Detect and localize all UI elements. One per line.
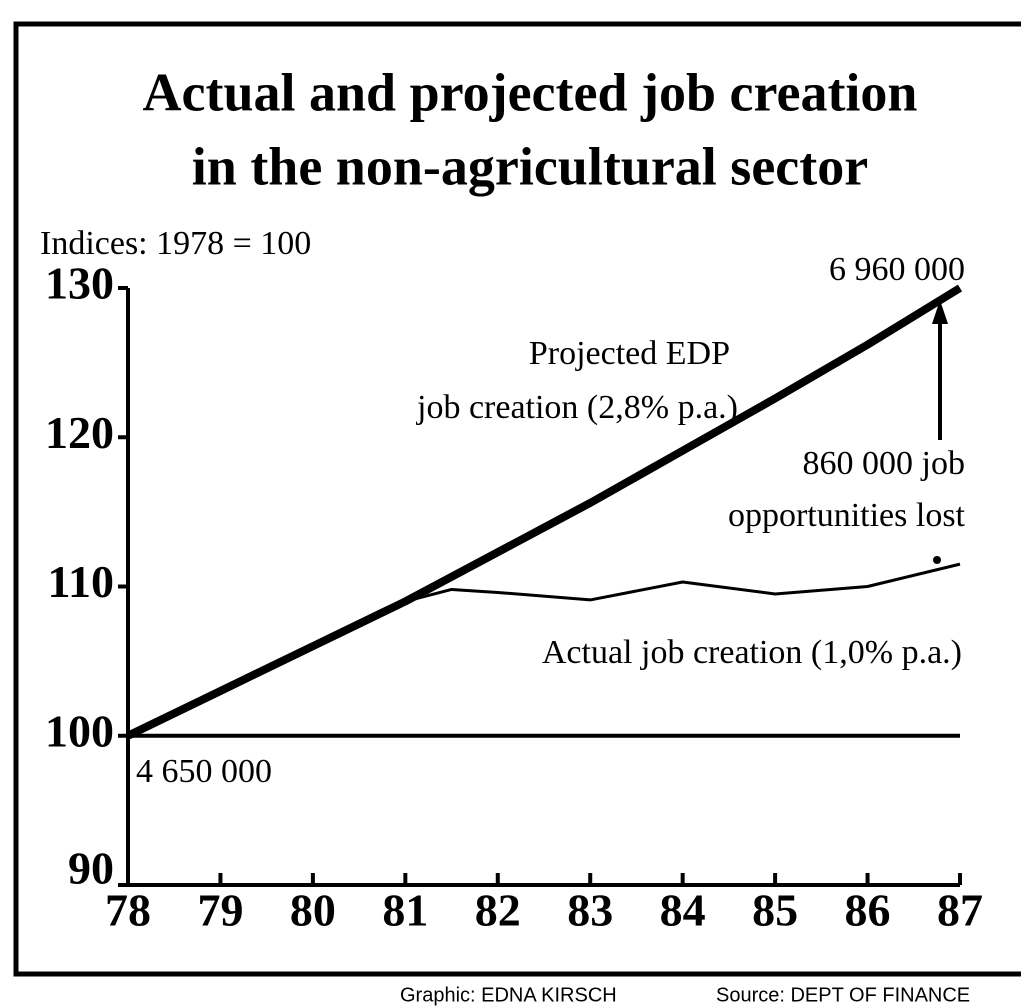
y-tick-label: 110 (48, 556, 114, 607)
annotation: Projected EDP (529, 335, 730, 372)
y-tick-label: 120 (45, 407, 114, 458)
annotation: 860 000 job (803, 445, 965, 482)
y-tick-label: 90 (68, 843, 114, 894)
x-tick-label: 87 (937, 885, 983, 936)
x-tick-label: 81 (382, 885, 428, 936)
chart-title: Actual and projected job creation (143, 62, 918, 122)
x-tick-label: 83 (567, 885, 613, 936)
annotation: opportunities lost (728, 497, 966, 534)
y-tick-label: 130 (45, 258, 114, 309)
x-tick-label: 80 (290, 885, 336, 936)
x-tick-label: 79 (197, 885, 243, 936)
x-tick-label: 84 (660, 885, 706, 936)
y-axis-label: Indices: 1978 = 100 (40, 225, 311, 262)
annotation: 6 960 000 (829, 251, 965, 288)
frame (13, 21, 1021, 977)
x-tick-label: 85 (752, 885, 798, 936)
annotation: job creation (2,8% p.a.) (416, 389, 738, 426)
annotation: Actual job creation (1,0% p.a.) (542, 634, 962, 671)
chart-title: in the non-agricultural sector (192, 136, 868, 196)
source: Source: DEPT OF FINANCE (716, 984, 970, 1006)
credit: Graphic: EDNA KIRSCH (400, 984, 617, 1006)
x-tick-label: 82 (475, 885, 521, 936)
annotation: 4 650 000 (136, 753, 272, 790)
arrowhead (932, 300, 948, 324)
x-tick-label: 78 (105, 885, 151, 936)
line (127, 562, 961, 738)
dot (933, 556, 941, 564)
x-tick-label: 86 (845, 885, 891, 936)
y-tick-label: 100 (45, 705, 114, 756)
